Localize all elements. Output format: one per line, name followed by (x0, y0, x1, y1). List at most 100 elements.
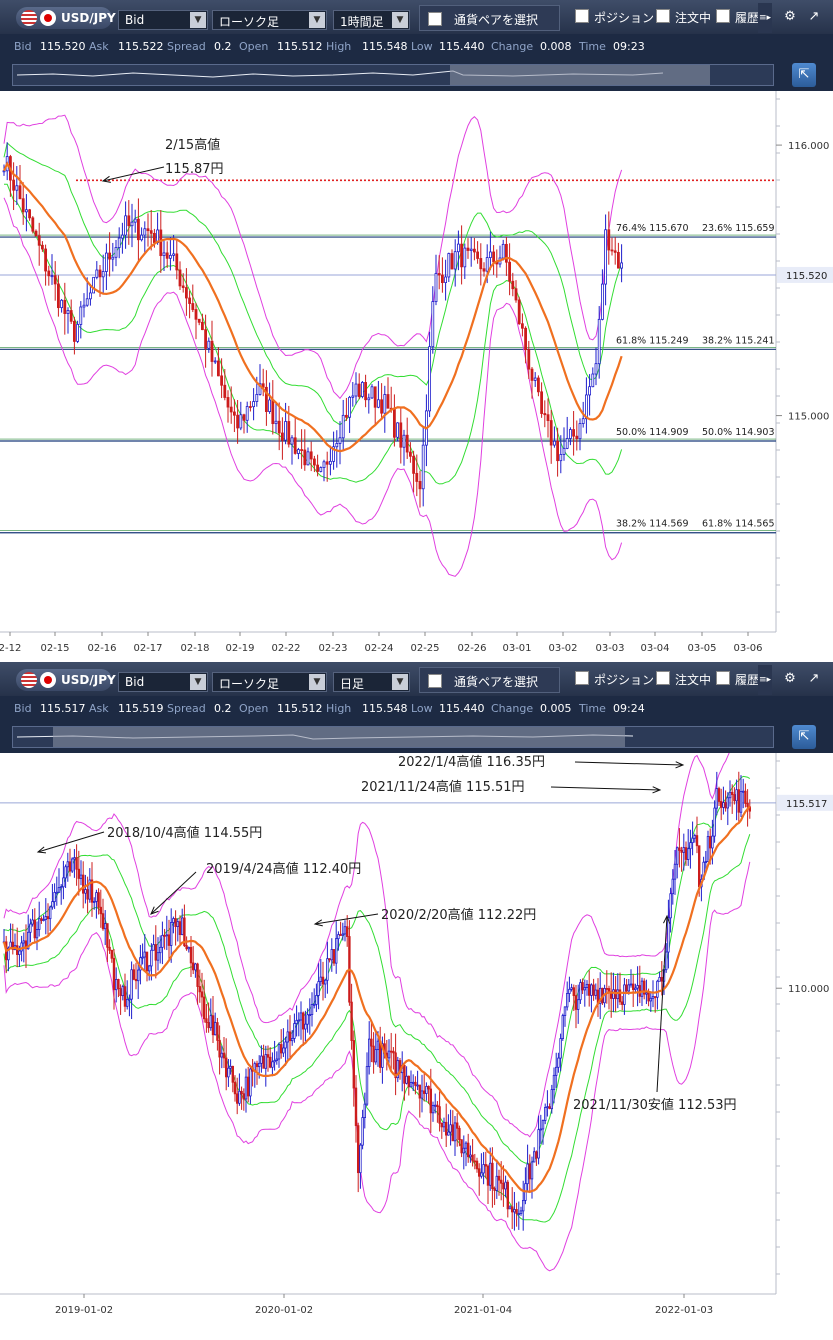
history-checkbox[interactable] (716, 9, 730, 23)
candle (621, 995, 624, 1011)
candle-body (643, 980, 646, 995)
expand-icon[interactable]: ↗ (808, 9, 820, 24)
candle (2, 928, 6, 944)
scroll-right-icon[interactable]: ≡▸ (758, 665, 772, 695)
gear-icon[interactable]: ⚙ (784, 671, 796, 686)
price-type-select[interactable]: Bid ▼ (118, 672, 208, 692)
candle-body (82, 304, 86, 308)
candle-body (594, 989, 598, 996)
candle (555, 1052, 558, 1088)
candle (651, 980, 655, 1008)
candle (330, 938, 334, 972)
candle (585, 377, 588, 434)
candle-body (175, 253, 179, 271)
x-tick-label: 2019-01-02 (55, 1305, 113, 1316)
candle-body (438, 1106, 441, 1124)
orders-checkbox[interactable] (656, 671, 670, 685)
candle (240, 1086, 243, 1110)
candle (649, 991, 653, 1012)
candle (527, 340, 531, 380)
candle (428, 331, 432, 418)
chart-type-select[interactable]: ローソク足 ▼ (212, 672, 327, 692)
candle (559, 435, 563, 474)
candle-body (372, 1045, 375, 1063)
pair-select-button[interactable]: 通貨ペアを選択 (419, 667, 560, 693)
navigator-scrollbar[interactable] (12, 64, 774, 86)
timeframe-select[interactable]: 日足 ▼ (333, 672, 410, 692)
scroll-right-icon[interactable]: ≡▸ (758, 3, 772, 33)
candle-body (51, 901, 54, 908)
currency-pair-button[interactable]: USD/JPY (16, 669, 116, 691)
candle (407, 1075, 411, 1096)
hourly-chart-area: 115.000 116.000 2-12 02-15 02-16 02-17 02-18 02… (0, 91, 833, 662)
candle (706, 830, 710, 863)
pair-select-checkbox[interactable] (428, 674, 442, 688)
candle-body (90, 879, 94, 903)
chart-type-select[interactable]: ローソク足 ▼ (212, 10, 327, 30)
candle (33, 908, 37, 943)
candle-body (607, 988, 611, 993)
candle-body (108, 252, 111, 260)
candle (172, 916, 175, 934)
navigator-selection[interactable] (53, 727, 625, 747)
navigator-scrollbar[interactable] (12, 726, 774, 748)
expand-icon[interactable]: ↗ (808, 671, 820, 686)
candle (588, 970, 591, 1007)
position-checkbox[interactable] (575, 671, 589, 685)
currency-pair-button[interactable]: USD/JPY (16, 7, 116, 29)
toolbar: USD/JPY Bid ▼ ローソク足 ▼ 1時間足 ▼ 通貨ペアを選択 ポジシ… (0, 0, 833, 34)
candle-body (588, 983, 591, 996)
fib-right-label: 23.6% 115.659 (702, 223, 774, 234)
candle (392, 1047, 395, 1070)
candle (495, 249, 499, 278)
candle-body (152, 232, 156, 243)
position-checkbox[interactable] (575, 9, 589, 23)
candle (24, 194, 28, 232)
candle-body (154, 944, 158, 961)
candle-body (282, 1047, 285, 1054)
candle (475, 1157, 479, 1173)
zoom-fit-icon[interactable]: ⇱ (792, 63, 816, 87)
zoom-fit-icon[interactable]: ⇱ (792, 725, 816, 749)
navigator-selection[interactable] (450, 65, 710, 85)
candle-body (18, 185, 22, 200)
x-tick-label: 02-17 (133, 643, 162, 654)
candle-body (98, 269, 102, 278)
pair-select-checkbox[interactable] (428, 12, 442, 26)
candle-body (649, 997, 653, 1002)
candle-body (140, 234, 144, 241)
annotation-3: 2019/4/24高値 112.40円 (150, 861, 361, 915)
candle-body (303, 449, 307, 466)
candle-body (374, 1049, 378, 1063)
chevron-down-icon: ▼ (392, 674, 408, 690)
candle-body (187, 947, 191, 950)
timeframe-select[interactable]: 1時間足 ▼ (333, 10, 410, 30)
gear-icon[interactable]: ⚙ (784, 9, 796, 24)
candle (504, 1175, 507, 1198)
candle (689, 829, 692, 869)
candle (396, 422, 400, 442)
candle (513, 1191, 516, 1231)
orders-checkbox[interactable] (656, 9, 670, 23)
price-type-select[interactable]: Bid ▼ (118, 10, 208, 30)
candle (57, 868, 61, 894)
candle (165, 915, 169, 951)
candle-body (165, 252, 169, 259)
candle-body (497, 1175, 501, 1181)
candle (77, 850, 81, 896)
bid-label: Bid (14, 702, 32, 715)
candle-body (460, 243, 464, 268)
candle (338, 421, 342, 465)
candle (29, 918, 32, 943)
candle (323, 978, 327, 999)
candle (334, 921, 338, 974)
candle (304, 1010, 307, 1042)
candle (145, 951, 149, 982)
candle-body (288, 1031, 292, 1042)
candle-body (304, 1023, 307, 1030)
candle-body (508, 1206, 512, 1210)
pair-select-button[interactable]: 通貨ペアを選択 (419, 5, 560, 31)
candle-body (543, 413, 547, 416)
history-checkbox[interactable] (716, 671, 730, 685)
candle-body (588, 386, 591, 396)
